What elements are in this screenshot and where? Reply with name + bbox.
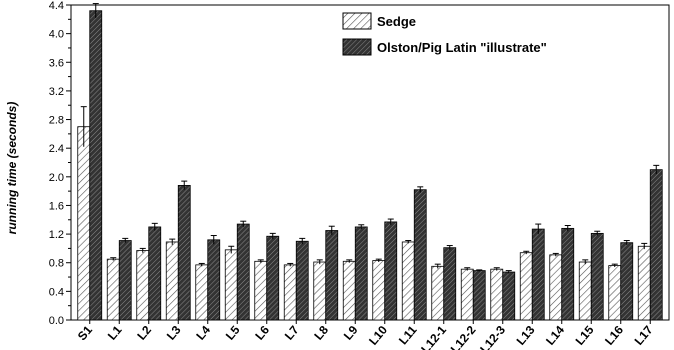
- x-tick-label: L2: [134, 323, 154, 343]
- bar-sedge-L6: [254, 260, 268, 321]
- x-tick-label: L12-3: [477, 323, 508, 350]
- bar-sedge-L7: [283, 264, 297, 321]
- y-tick-label: 2.4: [49, 143, 64, 155]
- bar-sedge-L10: [372, 260, 386, 321]
- bar-sedge-L15: [578, 261, 592, 321]
- x-tick-label: L3: [164, 323, 184, 343]
- y-axis-label: running time (seconds): [5, 102, 19, 235]
- bar-olston-L11: [413, 189, 427, 321]
- bar-sedge-L17: [637, 245, 651, 321]
- bar-olston-L14: [561, 227, 575, 321]
- bar-olston-L10: [384, 221, 398, 321]
- bar-olston-L16: [620, 242, 634, 321]
- y-tick-label: 2.8: [49, 115, 64, 127]
- bar-sedge-L4: [195, 264, 209, 321]
- x-tick-label: L12-1: [418, 323, 449, 350]
- x-tick-label: L4: [193, 323, 213, 343]
- bar-olston-L17: [649, 169, 663, 321]
- bar-olston-L3: [177, 185, 191, 321]
- bar-olston-L9: [354, 226, 368, 321]
- bar-sedge-L13: [519, 252, 533, 321]
- bar-sedge-L12-1: [431, 265, 445, 321]
- x-tick-label: S1: [75, 323, 95, 343]
- legend-swatch-olston: [342, 38, 372, 56]
- bar-olston-S1: [89, 10, 103, 321]
- bar-olston-L12-1: [443, 247, 457, 321]
- bar-olston-L1: [118, 240, 132, 321]
- x-tick-label: L5: [223, 323, 243, 343]
- x-tick-label: L12-2: [448, 323, 479, 350]
- bar-olston-L15: [590, 232, 604, 321]
- bar-sedge-L9: [342, 260, 356, 321]
- legend-label-sedge: Sedge: [377, 14, 416, 29]
- bar-olston-L6: [266, 235, 280, 321]
- x-axis: S1 L1 L2 L3 L4 L5 L6 L7 L8 L9 L10 L11L12-1L12-2L12-…: [75, 320, 656, 350]
- bar-sedge-L14: [549, 254, 563, 321]
- x-tick-label: L13: [514, 323, 538, 348]
- y-tick-label: 0.4: [49, 286, 64, 298]
- x-tick-label: L15: [573, 323, 597, 348]
- legend-swatch-sedge: [342, 12, 372, 30]
- bar-sedge-L16: [608, 265, 622, 321]
- y-tick-label: 4.0: [49, 29, 64, 41]
- bar-sedge-S1: [77, 126, 91, 321]
- bar-sedge-L2: [136, 250, 150, 321]
- x-tick-label: L17: [632, 323, 656, 348]
- y-tick-label: 2.0: [49, 172, 64, 184]
- bar-sedge-L5: [224, 249, 238, 321]
- legend-label-olston: Olston/Pig Latin "illustrate": [377, 40, 547, 55]
- bar-sedge-L12-3: [490, 268, 504, 321]
- x-tick-label: L8: [311, 323, 331, 343]
- bar-sedge-L12-2: [460, 268, 474, 321]
- bars: [77, 3, 663, 321]
- y-tick-label: 0.8: [49, 258, 64, 270]
- bar-olston-L12-3: [502, 271, 516, 321]
- y-tick-label: 3.2: [49, 86, 64, 98]
- x-tick-label: L11: [396, 323, 420, 348]
- bar-sedge-L11: [401, 241, 415, 321]
- bar-sedge-L1: [106, 258, 120, 321]
- bar-sedge-L8: [313, 261, 327, 321]
- y-tick-label: 4.4: [49, 0, 64, 12]
- bar-olston-L7: [295, 240, 309, 321]
- x-tick-label: L6: [252, 323, 272, 343]
- x-tick-label: L9: [341, 323, 361, 343]
- bar-olston-L8: [325, 230, 339, 321]
- bar-olston-L5: [236, 223, 250, 321]
- y-tick-label: 0.0: [49, 315, 64, 327]
- x-tick-label: L10: [366, 323, 390, 348]
- bar-olston-L12-2: [472, 270, 486, 321]
- y-axis: 0.0 0.4 0.8 1.2 1.6 2.0 2.4 2.8 3.2 3.6 4.0 4.4: [49, 0, 71, 327]
- bar-olston-L4: [207, 239, 221, 321]
- x-tick-label: L16: [602, 323, 626, 348]
- bar-olston-L13: [531, 228, 545, 321]
- x-tick-label: L1: [105, 323, 125, 343]
- bar-sedge-L3: [165, 241, 179, 321]
- x-tick-label: L14: [543, 323, 567, 348]
- bar-olston-L2: [148, 226, 162, 321]
- legend: Sedge Olston/Pig Latin "illustrate": [342, 12, 547, 56]
- x-tick-label: L7: [282, 323, 302, 343]
- y-tick-label: 1.2: [49, 229, 64, 241]
- y-tick-label: 1.6: [49, 200, 64, 212]
- y-tick-label: 3.6: [49, 57, 64, 69]
